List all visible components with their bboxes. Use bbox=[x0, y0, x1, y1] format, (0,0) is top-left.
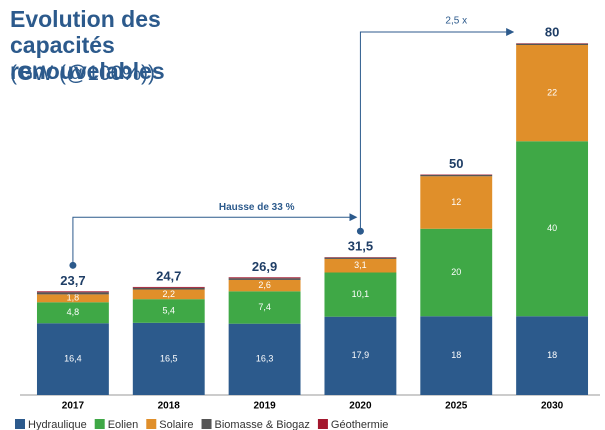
value-label: 22 bbox=[547, 88, 557, 98]
bar-segment bbox=[132, 322, 205, 395]
bar-segment bbox=[420, 174, 493, 177]
bar-segment bbox=[420, 228, 493, 317]
total-label: 50 bbox=[449, 156, 463, 171]
bar-segment bbox=[420, 176, 493, 229]
total-label: 24,7 bbox=[156, 268, 181, 283]
legend-label: Hydraulique bbox=[28, 419, 87, 430]
bar-segment bbox=[324, 257, 397, 259]
x-tick-label: 2018 bbox=[158, 401, 181, 412]
x-tick-label: 2019 bbox=[253, 401, 276, 412]
x-tick-label: 2020 bbox=[349, 401, 372, 412]
value-label: 7,4 bbox=[258, 302, 271, 312]
value-label: 12 bbox=[451, 197, 461, 207]
bar-segment bbox=[36, 302, 109, 324]
value-label: 16,4 bbox=[64, 354, 82, 364]
bar-segment bbox=[324, 316, 397, 395]
value-label: 5,4 bbox=[162, 305, 175, 315]
total-label: 26,9 bbox=[252, 259, 277, 274]
bar-segment bbox=[36, 323, 109, 395]
value-label: 17,9 bbox=[352, 350, 370, 360]
bar-segment bbox=[132, 289, 205, 300]
value-label: 20 bbox=[451, 267, 461, 277]
chart-subtitle: (GW (@100%)) bbox=[10, 62, 155, 85]
bar-segment bbox=[36, 291, 109, 293]
value-label: 2,2 bbox=[162, 289, 175, 299]
legend-label: Biomasse & Biogaz bbox=[215, 419, 310, 430]
value-label: 18 bbox=[451, 350, 461, 360]
chart-title: Evolution des capacités renouvelables bbox=[10, 6, 165, 84]
annotation: Hausse de 33 % bbox=[219, 202, 295, 213]
bar-segment bbox=[228, 291, 301, 324]
bar-segment bbox=[324, 272, 397, 317]
bar-segment bbox=[36, 292, 109, 295]
x-tick-label: 2030 bbox=[541, 401, 564, 412]
value-label: 18 bbox=[547, 350, 557, 360]
total-label: 31,5 bbox=[348, 239, 373, 254]
annotation-arrow bbox=[359, 28, 515, 232]
bar-segment bbox=[324, 258, 397, 273]
legend-label: Géothermie bbox=[331, 419, 388, 430]
legend-label: Solaire bbox=[159, 419, 193, 430]
x-tick-label: 2025 bbox=[445, 401, 468, 412]
value-label: 40 bbox=[547, 223, 557, 233]
bar-segment bbox=[228, 277, 301, 279]
value-label: 3,1 bbox=[354, 260, 367, 270]
value-label: 16,5 bbox=[160, 353, 178, 363]
legend-swatch bbox=[201, 419, 212, 429]
bar-segment bbox=[516, 316, 589, 395]
bar-segment bbox=[228, 279, 301, 292]
bar-segment bbox=[228, 323, 301, 395]
legend-swatch bbox=[146, 419, 157, 429]
bar-segment bbox=[132, 287, 205, 290]
bar-segment bbox=[228, 278, 301, 280]
total-label: 80 bbox=[545, 25, 559, 40]
legend-label: Eolien bbox=[108, 419, 139, 430]
legend-swatch bbox=[94, 419, 105, 429]
legend-swatch bbox=[317, 419, 328, 429]
bar-segment bbox=[516, 45, 589, 142]
value-label: 4,8 bbox=[67, 307, 80, 317]
value-label: 16,3 bbox=[256, 354, 274, 364]
bar-segment bbox=[516, 43, 589, 45]
bar-segment bbox=[132, 299, 205, 323]
x-tick-label: 2017 bbox=[62, 401, 85, 412]
bar-segment bbox=[132, 286, 205, 288]
value-label: 10,1 bbox=[352, 289, 370, 299]
bar-segment bbox=[420, 316, 493, 395]
total-label: 23,7 bbox=[60, 273, 85, 288]
legend-swatch bbox=[15, 419, 25, 429]
value-label: 2,6 bbox=[258, 280, 271, 290]
value-label: 1,8 bbox=[67, 293, 80, 303]
annotation-arrow bbox=[72, 213, 358, 266]
bar-segment bbox=[516, 141, 589, 317]
annotation: 2,5 x bbox=[445, 16, 467, 27]
bar-segment bbox=[36, 294, 109, 303]
